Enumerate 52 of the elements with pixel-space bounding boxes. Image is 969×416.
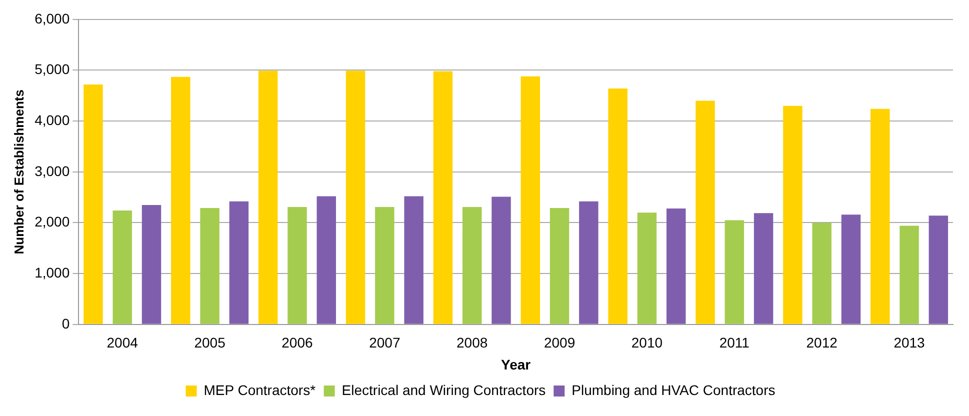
bar xyxy=(171,76,190,324)
bar xyxy=(375,206,394,324)
x-tick-label: 2006 xyxy=(282,334,314,351)
bar xyxy=(200,208,220,324)
bar xyxy=(841,214,861,324)
bar xyxy=(258,70,278,324)
bar xyxy=(783,106,802,324)
x-tick-label: 2005 xyxy=(194,334,226,351)
x-tick-label: 2012 xyxy=(806,334,838,351)
bar xyxy=(928,216,948,324)
x-axis-title: Year xyxy=(501,356,532,372)
bar xyxy=(608,88,628,324)
x-tick-label: 2004 xyxy=(106,334,138,351)
x-tick-label: 2013 xyxy=(894,334,926,351)
y-tick-label: 2,000 xyxy=(34,214,70,230)
legend-label: Plumbing and HVAC Contractors xyxy=(572,382,776,398)
bar xyxy=(666,208,686,324)
bar xyxy=(316,196,336,324)
bar xyxy=(724,220,744,324)
bar xyxy=(84,84,103,324)
legend-label: MEP Contractors* xyxy=(204,382,316,398)
bar xyxy=(550,208,570,324)
bar xyxy=(900,226,919,324)
bar xyxy=(579,201,598,324)
y-tick-label: 5,000 xyxy=(34,61,70,78)
x-tick-label: 2008 xyxy=(456,334,488,351)
bar xyxy=(433,71,453,324)
legend-label: Electrical and Wiring Contractors xyxy=(342,382,546,398)
bar xyxy=(696,100,715,324)
y-tick-label: 3,000 xyxy=(34,162,70,179)
x-tick-label: 2010 xyxy=(631,334,663,351)
y-tick-label: 0 xyxy=(62,315,70,332)
x-tick-label: 2011 xyxy=(719,334,750,351)
x-tick-label: 2009 xyxy=(544,334,576,351)
bar xyxy=(288,206,307,324)
bar xyxy=(754,213,774,324)
y-tick-label: 6,000 xyxy=(34,10,70,26)
bar xyxy=(492,196,511,324)
bar xyxy=(404,196,424,324)
bar xyxy=(812,222,832,324)
bar xyxy=(142,204,162,324)
bar xyxy=(346,70,366,324)
bar xyxy=(462,206,482,324)
y-axis-title: Number of Establishments xyxy=(11,90,26,254)
bar xyxy=(229,201,249,324)
x-tick-label: 2007 xyxy=(369,334,400,351)
y-tick-label: 4,000 xyxy=(34,112,70,128)
y-tick-label: 1,000 xyxy=(34,264,70,280)
bar xyxy=(520,76,540,324)
bar xyxy=(870,108,890,324)
bar xyxy=(637,212,657,324)
bar xyxy=(112,210,132,324)
